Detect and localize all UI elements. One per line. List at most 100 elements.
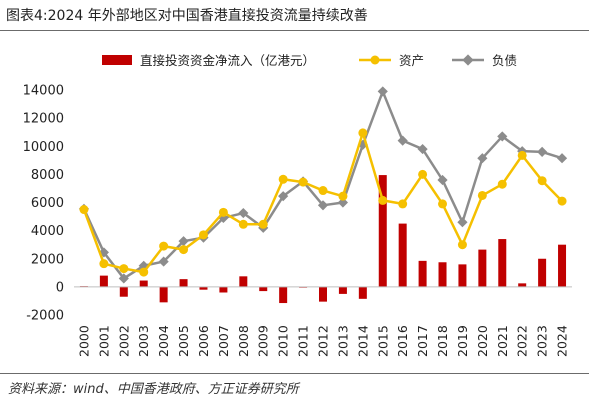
liability-point-2018 — [437, 174, 448, 186]
bar-2020 — [478, 249, 487, 287]
y-tick-label: 0 — [56, 280, 64, 295]
liability-point-2019 — [457, 217, 468, 228]
legend-label: 负债 — [492, 53, 517, 68]
x-tick-label: 2007 — [216, 325, 231, 357]
asset-point-2015 — [378, 195, 388, 205]
y-tick-label: 4000 — [31, 224, 64, 239]
asset-point-2020 — [477, 190, 487, 200]
asset-point-2005 — [179, 245, 189, 255]
bar-2022 — [518, 283, 527, 287]
asset-point-2006 — [198, 230, 208, 240]
legend-item-2: 负债 — [452, 53, 517, 68]
bar-2008 — [239, 276, 248, 287]
x-tick-label: 2023 — [535, 325, 550, 357]
y-axis: -2000 0 2000 4000 6000 8000 10000 12000 14000 — [23, 84, 64, 324]
asset-point-2023 — [537, 176, 547, 186]
asset-point-2008 — [238, 219, 248, 229]
chart: 直接投资资金净流入（亿港元） 资产 负债 -2000 0 2000 4000 6000 800… — [23, 53, 572, 357]
bar-2007 — [219, 286, 228, 293]
legend-marker-circle — [370, 55, 380, 65]
y-tick-label: 12000 — [23, 112, 64, 127]
x-tick-label: 2012 — [316, 325, 331, 357]
line-series — [78, 86, 568, 284]
bar-2019 — [458, 264, 467, 287]
asset-point-2013 — [338, 191, 348, 201]
asset-point-2024 — [557, 196, 567, 206]
x-tick-label: 2011 — [296, 325, 311, 357]
legend-label: 直接投资资金净流入（亿港元） — [140, 53, 315, 68]
y-tick-label: 10000 — [23, 140, 64, 155]
asset-point-2016 — [398, 199, 408, 209]
x-tick-label: 2006 — [196, 325, 211, 357]
bar-2010 — [279, 286, 288, 304]
bar-2009 — [259, 286, 268, 292]
y-tick-label: 8000 — [31, 168, 64, 183]
legend-swatch-bar — [102, 55, 132, 65]
top-rule — [0, 30, 589, 31]
bar-2014 — [358, 286, 367, 299]
asset-point-2018 — [438, 199, 448, 209]
bar-2015 — [378, 175, 387, 287]
asset-point-2012 — [318, 186, 328, 196]
asset-point-2010 — [278, 174, 288, 184]
x-tick-label: 2018 — [435, 325, 450, 357]
x-tick-label: 2014 — [355, 325, 370, 357]
x-tick-label: 2019 — [455, 325, 470, 357]
asset-point-2014 — [358, 128, 368, 138]
x-tick-label: 2013 — [335, 325, 350, 357]
bar-2001 — [99, 275, 108, 287]
bar-2002 — [119, 286, 128, 297]
liability-point-2023 — [537, 146, 548, 157]
x-tick-label: 2004 — [156, 325, 171, 357]
asset-point-2009 — [258, 219, 268, 229]
asset-point-2001 — [99, 259, 109, 269]
x-tick-label: 2009 — [256, 325, 271, 357]
bar-2017 — [418, 260, 427, 287]
legend-item-0: 直接投资资金净流入（亿港元） — [102, 53, 315, 68]
x-tick-label: 2017 — [415, 325, 430, 357]
x-tick-label: 2001 — [96, 325, 111, 357]
x-tick-label: 2022 — [515, 325, 530, 357]
bar-2018 — [438, 262, 447, 287]
x-axis: 2000 2001 2002 2003 2004 2005 2006 2007 2008 2009… — [76, 325, 569, 357]
asset-point-2019 — [457, 240, 467, 250]
asset-point-2003 — [139, 267, 149, 277]
x-tick-label: 2016 — [395, 325, 410, 357]
line-liability — [82, 90, 563, 280]
bar-2023 — [538, 258, 547, 287]
bar-2003 — [139, 280, 148, 287]
bar-2021 — [498, 239, 507, 287]
x-tick-label: 2015 — [375, 325, 390, 357]
liability-point-2016 — [397, 135, 408, 146]
legend: 直接投资资金净流入（亿港元） 资产 负债 — [102, 53, 517, 68]
bar-2012 — [319, 286, 327, 302]
asset-point-2011 — [298, 177, 308, 187]
liability-point-2015 — [377, 86, 388, 97]
asset-point-2022 — [517, 150, 527, 160]
asset-point-2021 — [497, 179, 507, 189]
asset-point-2002 — [119, 264, 129, 274]
liability-point-2024 — [556, 153, 568, 164]
bar-2005 — [179, 279, 188, 287]
y-tick-label: -2000 — [26, 309, 64, 324]
asset-point-2007 — [218, 207, 228, 217]
x-tick-label: 2005 — [176, 325, 191, 357]
liability-point-2020 — [477, 153, 488, 164]
bar-2016 — [398, 223, 407, 287]
x-tick-label: 2000 — [76, 325, 91, 357]
legend-item-1: 资产 — [359, 53, 424, 68]
liability-point-2004 — [158, 256, 169, 267]
asset-point-2017 — [418, 169, 428, 179]
y-tick-label: 14000 — [23, 84, 64, 99]
bottom-rule — [0, 373, 589, 374]
bar-2024 — [558, 244, 567, 287]
x-tick-label: 2008 — [236, 325, 251, 357]
figure-title: 图表4:2024 年外部地区对中国香港直接投资流量持续改善 — [6, 8, 368, 24]
asset-point-2004 — [159, 241, 169, 251]
bar-2006 — [199, 286, 208, 290]
legend-label: 资产 — [399, 53, 424, 68]
x-tick-label: 2024 — [555, 325, 570, 357]
x-tick-label: 2010 — [276, 325, 291, 357]
x-tick-label: 2002 — [116, 325, 131, 357]
x-tick-label: 2020 — [475, 325, 490, 357]
